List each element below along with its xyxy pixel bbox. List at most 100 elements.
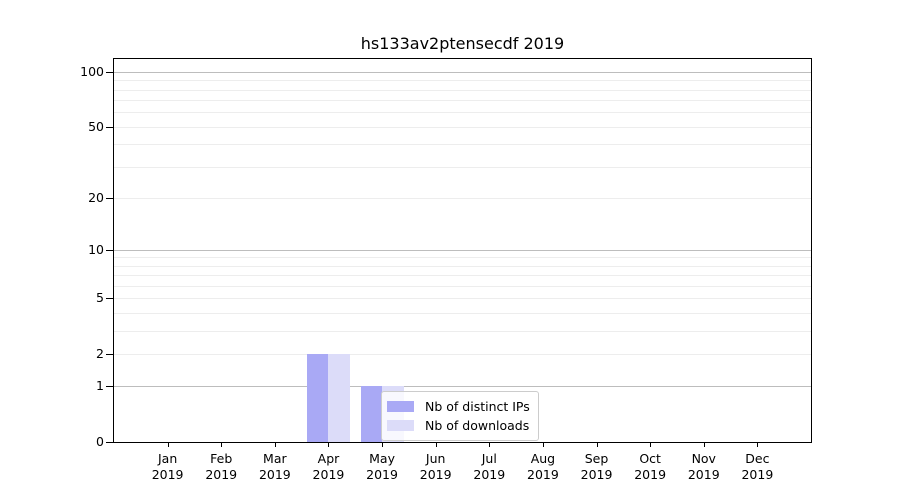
y-tick <box>106 71 113 73</box>
y-gridline-minor <box>114 285 811 287</box>
x-tick-label-year: 2019 <box>741 466 774 482</box>
y-tick-label: 100 <box>80 63 104 79</box>
y-gridline-major <box>114 249 811 251</box>
y-gridline-major <box>114 386 811 388</box>
y-gridline-minor <box>114 257 811 259</box>
x-tick-label-year: 2019 <box>580 466 613 482</box>
top-spine <box>113 58 812 59</box>
x-tick <box>703 443 705 447</box>
x-tick-label-month: Oct <box>639 451 661 466</box>
x-tick <box>650 443 652 447</box>
x-tick-label-month: May <box>369 451 395 466</box>
x-tick-label: Nov 2019 <box>677 451 731 482</box>
bar-apr-distinct-ips <box>307 353 329 442</box>
x-tick-label: Dec 2019 <box>730 451 784 482</box>
bar-may-distinct-ips <box>360 386 383 442</box>
y-tick <box>106 353 113 355</box>
x-tick <box>167 443 169 447</box>
y-tick <box>106 197 113 199</box>
x-tick <box>596 443 598 447</box>
y-tick-label: 5 <box>96 290 104 306</box>
x-tick-label-month: Nov <box>691 451 716 466</box>
x-tick-label: Jan 2019 <box>141 451 195 482</box>
x-tick-label-month: Feb <box>210 451 233 466</box>
y-gridline-minor <box>114 353 811 355</box>
x-tick <box>489 443 491 447</box>
x-tick-label-year: 2019 <box>634 466 667 482</box>
y-tick-label: 2 <box>96 345 104 361</box>
x-tick-label: Aug 2019 <box>516 451 570 482</box>
legend-label-distinct-ips: Nb of distinct IPs <box>425 399 530 414</box>
y-tick <box>106 298 113 300</box>
x-tick <box>542 443 544 447</box>
x-tick-label: Feb 2019 <box>194 451 248 482</box>
chart-title: hs133av2ptensecdf 2019 <box>360 34 565 53</box>
x-tick <box>435 443 437 447</box>
x-tick-label-year: 2019 <box>687 466 720 482</box>
y-tick <box>106 442 113 443</box>
y-gridline-minor <box>114 100 811 102</box>
x-tick-label-year: 2019 <box>473 466 506 482</box>
x-tick-label-month: Jan <box>157 451 178 466</box>
bottom-spine <box>113 442 812 443</box>
x-tick-label-month: Mar <box>263 451 287 466</box>
y-tick <box>106 386 113 388</box>
y-tick <box>106 249 113 251</box>
x-tick-label-year: 2019 <box>151 466 184 482</box>
x-tick <box>757 443 759 447</box>
x-tick <box>382 443 384 447</box>
y-gridline-minor <box>114 275 811 277</box>
y-tick-label: 1 <box>96 378 104 394</box>
legend-item-distinct-ips: Nb of distinct IPs <box>387 397 530 416</box>
x-tick-label: May 2019 <box>355 451 409 482</box>
x-tick-label: Oct 2019 <box>623 451 677 482</box>
x-tick-label-month: Dec <box>745 451 770 466</box>
x-tick-label-month: Sep <box>584 451 609 466</box>
y-gridline-minor <box>114 298 811 300</box>
legend-item-downloads: Nb of downloads <box>387 416 530 435</box>
x-tick-label-year: 2019 <box>419 466 452 482</box>
x-tick <box>274 443 276 447</box>
y-gridline-minor <box>114 166 811 168</box>
x-tick-label: Jul 2019 <box>462 451 516 482</box>
y-tick-label: 20 <box>88 189 104 205</box>
x-tick-label: Sep 2019 <box>570 451 624 482</box>
x-tick <box>221 443 223 447</box>
x-tick-label-year: 2019 <box>366 466 398 482</box>
y-gridline-minor <box>114 112 811 114</box>
legend-label-downloads: Nb of downloads <box>425 418 530 433</box>
x-tick-label-year: 2019 <box>527 466 559 482</box>
y-tick-label: 10 <box>88 241 104 257</box>
right-spine <box>811 58 812 443</box>
x-tick-label-month: Aug <box>530 451 556 466</box>
x-tick-label-year: 2019 <box>312 466 345 482</box>
y-gridline-minor <box>114 312 811 314</box>
y-gridline-minor <box>114 89 811 91</box>
x-tick-label: Mar 2019 <box>248 451 302 482</box>
x-tick-label-month: Apr <box>317 451 340 466</box>
x-tick-label: Jun 2019 <box>409 451 463 482</box>
x-tick-label-year: 2019 <box>205 466 238 482</box>
plot-area: Nb of distinct IPs Nb of downloads <box>114 58 811 442</box>
x-tick-label: Apr 2019 <box>301 451 355 482</box>
x-tick-label-year: 2019 <box>258 466 291 482</box>
legend: Nb of distinct IPs Nb of downloads <box>381 391 539 441</box>
y-gridline-minor <box>114 265 811 267</box>
x-tick <box>328 443 330 447</box>
x-tick-label-month: Jun <box>425 451 446 466</box>
y-tick <box>106 126 113 128</box>
y-tick-label: 0 <box>96 434 104 449</box>
y-tick-label: 50 <box>88 118 104 134</box>
y-gridline-minor <box>114 80 811 82</box>
bar-apr-downloads <box>328 353 350 442</box>
y-gridline-minor <box>114 330 811 332</box>
left-spine <box>113 58 114 443</box>
y-gridline-minor <box>114 197 811 199</box>
x-tick-label-month: Jul <box>481 451 497 466</box>
y-gridline-major <box>114 71 811 73</box>
y-gridline-minor <box>114 126 811 128</box>
legend-swatch-distinct-ips-icon <box>387 401 414 412</box>
y-gridline-minor <box>114 144 811 146</box>
legend-swatch-downloads-icon <box>387 420 414 431</box>
